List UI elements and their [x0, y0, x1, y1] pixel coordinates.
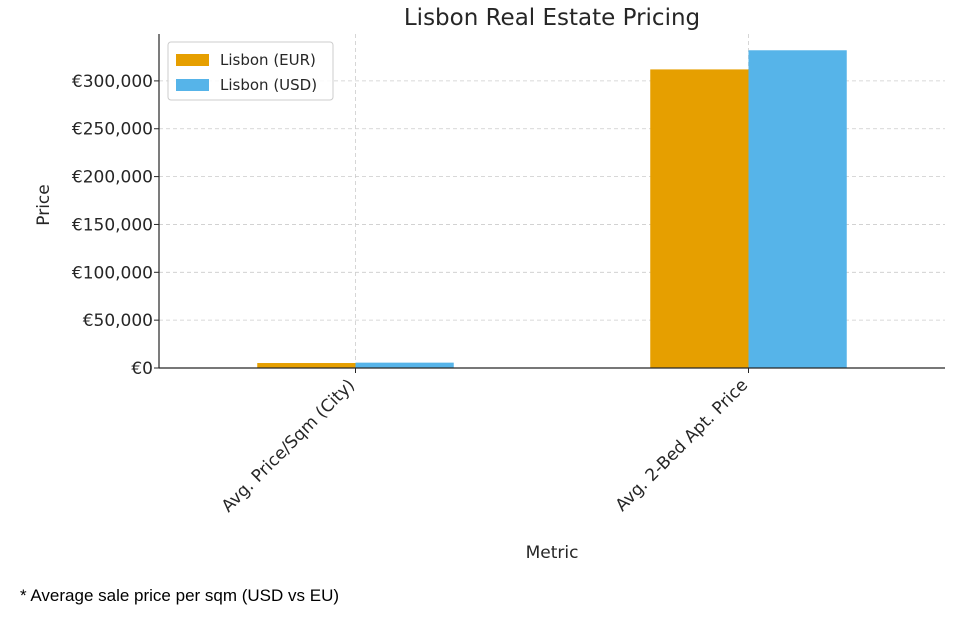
legend-label: Lisbon (EUR): [220, 51, 316, 69]
y-tick-label: €250,000: [72, 120, 153, 140]
y-tick-label: €100,000: [72, 263, 153, 283]
x-ticks: Avg. Price/Sqm (City) Avg. 2-Bed Apt. Pri…: [218, 368, 752, 517]
y-ticks: €0 €50,000 €100,000 €150,000 €200,000 €250,00…: [72, 72, 159, 379]
legend-swatch: [176, 54, 209, 66]
y-tick-label: €0: [131, 359, 153, 379]
bar: [257, 363, 356, 368]
bar: [355, 362, 454, 368]
y-axis-label: Price: [34, 184, 54, 225]
bar: [650, 69, 749, 369]
legend-box: [167, 41, 334, 101]
y-tick-label: €50,000: [83, 311, 153, 331]
bar: [748, 50, 847, 368]
axes: [158, 34, 945, 369]
y-tick-label: €200,000: [72, 168, 153, 188]
legend: Lisbon (EUR) Lisbon (USD): [167, 41, 334, 101]
x-tick-label: Avg. 2-Bed Apt. Price: [612, 375, 752, 515]
bars: [257, 50, 847, 369]
x-axis-label: Metric: [526, 543, 579, 563]
legend-label: Lisbon (USD): [220, 76, 317, 94]
y-tick-label: €150,000: [72, 215, 153, 235]
legend-swatch: [176, 79, 209, 91]
x-tick-label: Avg. Price/Sqm (City): [218, 375, 359, 516]
footnote: * Average sale price per sqm (USD vs EU): [20, 586, 340, 605]
bar-chart: Lisbon Real Estate Pricing €0 €50,000 €100…: [34, 5, 945, 563]
chart-title: Lisbon Real Estate Pricing: [404, 5, 700, 31]
y-tick-label: €300,000: [72, 72, 153, 92]
